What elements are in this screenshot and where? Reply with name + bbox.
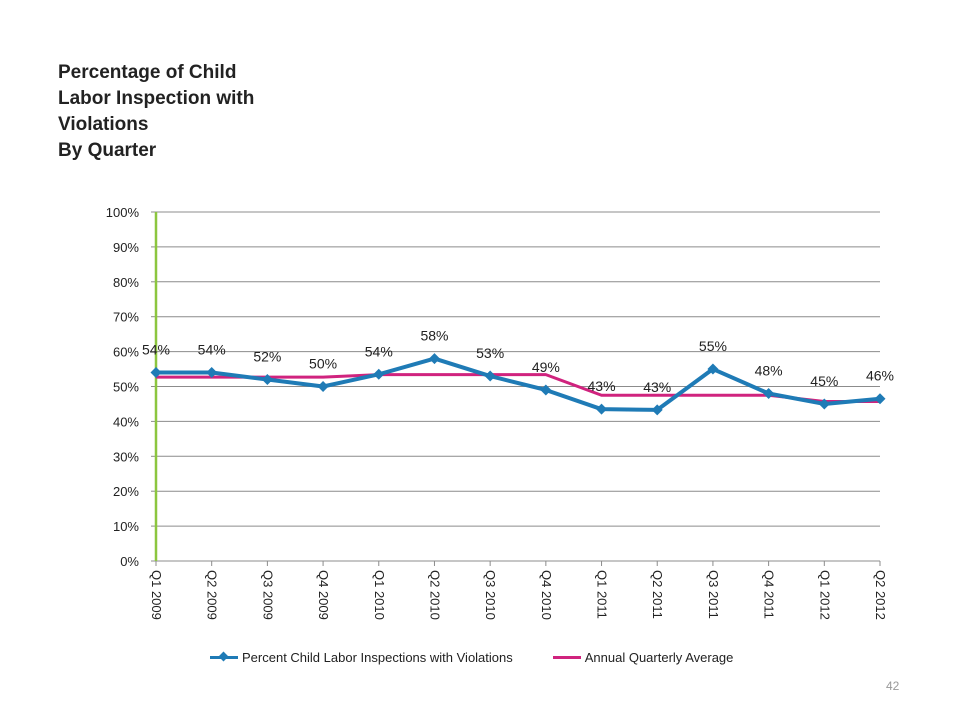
- data-label: 54%: [142, 342, 170, 358]
- chart-title: Percentage of Child Labor Inspection wit…: [58, 60, 318, 164]
- x-tick-label: Q1 2012: [817, 570, 832, 620]
- legend-item-series-1: Percent Child Labor Inspections with Vio…: [210, 650, 513, 665]
- data-point-marker: [596, 403, 608, 415]
- data-label: 54%: [365, 343, 393, 359]
- data-point-marker: [484, 370, 496, 382]
- x-tick-label: Q1 2011: [595, 570, 610, 619]
- data-point-marker: [150, 367, 162, 379]
- x-tick-label: Q4 2010: [539, 570, 554, 620]
- x-tick-label: Q2 2012: [873, 570, 888, 620]
- x-tick-label: Q1 2010: [372, 570, 387, 620]
- x-tick-label: Q3 2009: [260, 570, 275, 620]
- title-line-3: Violations: [58, 114, 149, 135]
- legend-swatch-series-2: [552, 656, 581, 659]
- data-label: 48%: [755, 362, 783, 378]
- legend-label-series-1: Percent Child Labor Inspections with Vio…: [242, 650, 513, 665]
- data-label: 53%: [476, 345, 504, 361]
- title-line-2: Labor Inspection with: [58, 88, 255, 109]
- data-label: 52%: [253, 349, 281, 365]
- y-tick-label: 40%: [113, 414, 139, 429]
- data-point-marker: [261, 374, 273, 386]
- data-label: 43%: [643, 379, 671, 395]
- y-tick-label: 70%: [113, 310, 139, 325]
- y-tick-label: 100%: [106, 205, 140, 220]
- data-label: 49%: [532, 359, 560, 375]
- y-tick-label: 20%: [113, 484, 139, 499]
- page-number: 42: [886, 679, 900, 693]
- data-label: 54%: [198, 342, 226, 358]
- data-label: 45%: [810, 373, 838, 389]
- legend: Percent Child Labor Inspections with Vio…: [210, 650, 773, 665]
- data-point-marker: [818, 398, 830, 410]
- x-tick-label: Q2 2011: [650, 570, 665, 619]
- data-point-marker: [651, 404, 663, 416]
- y-tick-label: 80%: [113, 275, 139, 290]
- data-label: 58%: [420, 328, 448, 344]
- y-tick-label: 0%: [120, 554, 139, 569]
- title-line-4: By Quarter: [58, 140, 157, 161]
- data-point-marker: [373, 368, 385, 380]
- y-tick-label: 30%: [113, 449, 139, 464]
- title-line-1: Percentage of Child: [58, 62, 237, 83]
- x-tick-label: Q2 2010: [427, 570, 442, 620]
- data-point-marker: [428, 353, 440, 365]
- data-point-marker: [707, 363, 719, 375]
- series-line-percent-violations: [156, 356, 881, 412]
- data-point-marker: [206, 367, 218, 379]
- diamond-marker-icon: [218, 651, 229, 662]
- x-tick-label: Q4 2009: [316, 570, 331, 620]
- series-line-annual-quarterly-average: [156, 373, 880, 404]
- x-tick-label: Q2 2009: [205, 570, 220, 620]
- x-tick-label: Q4 2011: [762, 570, 777, 619]
- data-label: 43%: [588, 378, 616, 394]
- x-tick-label: Q1 2009: [149, 570, 164, 620]
- data-label: 46%: [866, 368, 894, 384]
- legend-swatch-series-1: [210, 651, 238, 662]
- data-point-marker: [874, 393, 886, 405]
- data-point-marker: [763, 387, 775, 399]
- data-label: 55%: [699, 338, 727, 354]
- y-tick-label: 10%: [113, 519, 139, 534]
- y-tick-label: 60%: [113, 345, 139, 360]
- y-tick-label: 90%: [113, 240, 139, 255]
- y-tick-label: 50%: [113, 380, 139, 395]
- x-tick-label: Q3 2011: [706, 570, 721, 619]
- data-point-marker: [317, 381, 329, 392]
- data-point-marker: [540, 384, 552, 396]
- legend-label-series-2: Annual Quarterly Average: [584, 650, 734, 665]
- legend-item-series-2: Annual Quarterly Average: [552, 650, 734, 665]
- x-tick-label: Q3 2010: [483, 570, 498, 620]
- data-label: 50%: [309, 356, 337, 372]
